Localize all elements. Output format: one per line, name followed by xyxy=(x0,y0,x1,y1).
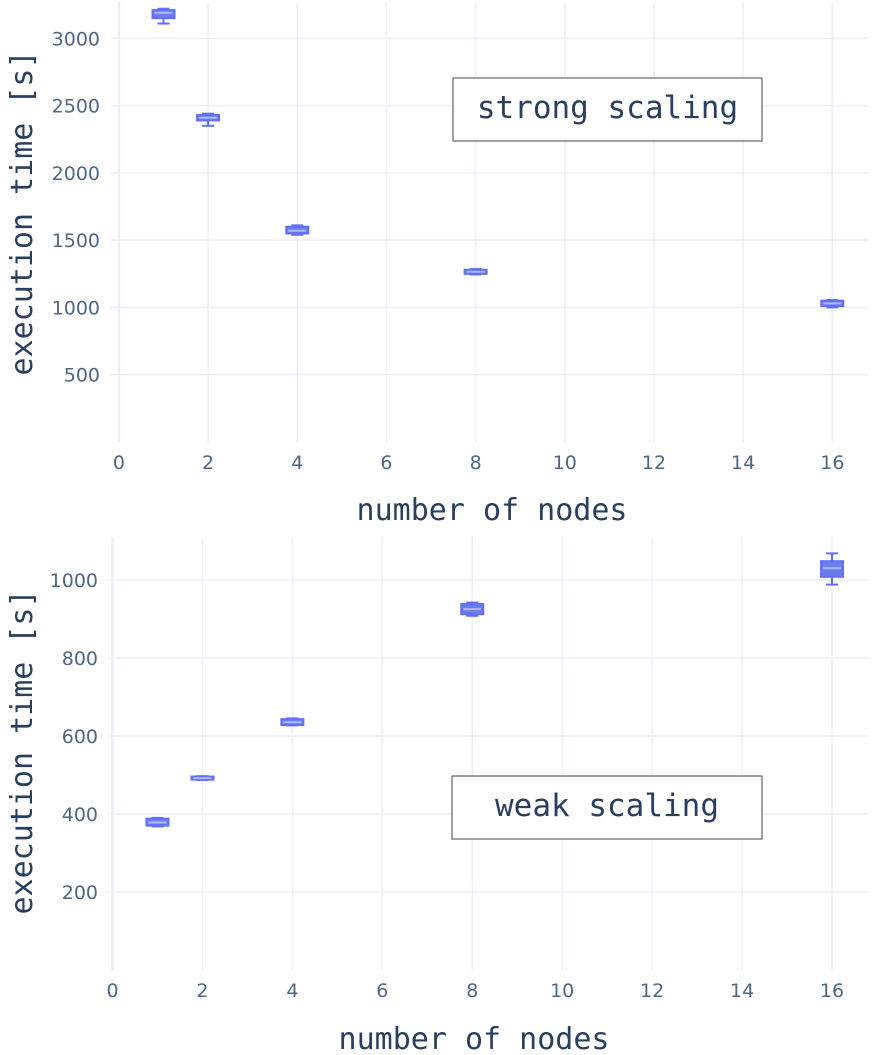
box-4-nodes xyxy=(280,717,305,727)
box-8-nodes xyxy=(460,601,485,617)
x-tick-label: 10 xyxy=(550,980,574,1002)
x-tick-label: 0 xyxy=(113,452,125,474)
x-tick-label: 2 xyxy=(196,980,208,1002)
annotation: strong scaling xyxy=(452,77,763,142)
box-4-nodes xyxy=(285,224,310,236)
box-1-nodes xyxy=(151,7,176,25)
y-tick-label: 1500 xyxy=(52,230,100,252)
x-tick-labels: 0 2 4 6 8 10 12 14 16 xyxy=(106,980,844,1002)
y-tick-label: 1000 xyxy=(52,297,100,319)
y-tick-label: 600 xyxy=(62,726,98,748)
grid xyxy=(110,2,868,442)
box-2-nodes xyxy=(196,112,221,127)
y-tick-label: 800 xyxy=(62,648,98,670)
box-2-nodes xyxy=(190,775,215,782)
x-tick-label: 14 xyxy=(730,980,754,1002)
annotation: weak scaling xyxy=(451,775,763,840)
x-tick-label: 0 xyxy=(106,980,118,1002)
x-tick-labels: 0 2 4 6 8 10 12 14 16 xyxy=(113,452,845,474)
x-tick-label: 6 xyxy=(380,452,392,474)
annotation-box xyxy=(451,775,763,840)
grid xyxy=(108,537,868,970)
y-axis-title: execution time [s] xyxy=(5,50,40,375)
x-tick-label: 8 xyxy=(470,452,482,474)
x-tick-label: 6 xyxy=(376,980,388,1002)
annotation-text: weak scaling xyxy=(495,788,719,824)
box-16-nodes xyxy=(820,299,845,309)
y-tick-label: 3000 xyxy=(52,28,100,50)
x-axis-title: number of nodes xyxy=(357,493,628,528)
x-tick-label: 16 xyxy=(820,452,844,474)
annotation-box xyxy=(452,77,763,142)
x-tick-label: 4 xyxy=(286,980,298,1002)
y-tick-labels: 200 400 600 800 1000 xyxy=(50,570,98,904)
x-axis-title: number of nodes xyxy=(339,1022,610,1055)
box-plot-series xyxy=(151,7,845,309)
x-tick-label: 12 xyxy=(640,980,664,1002)
y-tick-label: 2500 xyxy=(52,96,100,118)
box-8-nodes xyxy=(463,268,488,276)
box-body xyxy=(151,9,176,20)
x-tick-label: 8 xyxy=(466,980,478,1002)
box-16-nodes xyxy=(820,552,845,586)
x-tick-label: 10 xyxy=(553,452,577,474)
y-tick-label: 500 xyxy=(64,365,100,387)
box-1-nodes xyxy=(145,816,170,828)
y-axis-title: execution time [s] xyxy=(5,589,40,914)
annotation-text: strong scaling xyxy=(477,90,738,126)
x-tick-label: 14 xyxy=(731,452,755,474)
weak-scaling-panel: 0 2 4 6 8 10 12 14 16 200 400 600 800 1000 weak scal… xyxy=(5,537,868,1055)
box-plot-series xyxy=(145,552,845,828)
strong-scaling-panel: 0 2 4 6 8 10 12 14 16 500 1000 1500 2000 2500 3000 st… xyxy=(5,2,868,528)
x-tick-label: 2 xyxy=(202,452,214,474)
x-tick-label: 4 xyxy=(291,452,303,474)
y-tick-label: 2000 xyxy=(52,163,100,185)
y-tick-label: 1000 xyxy=(50,570,98,592)
x-tick-label: 16 xyxy=(820,980,844,1002)
x-tick-label: 12 xyxy=(642,452,666,474)
y-tick-labels: 500 1000 1500 2000 2500 3000 xyxy=(52,28,100,386)
y-tick-label: 200 xyxy=(62,882,98,904)
y-tick-label: 400 xyxy=(62,804,98,826)
